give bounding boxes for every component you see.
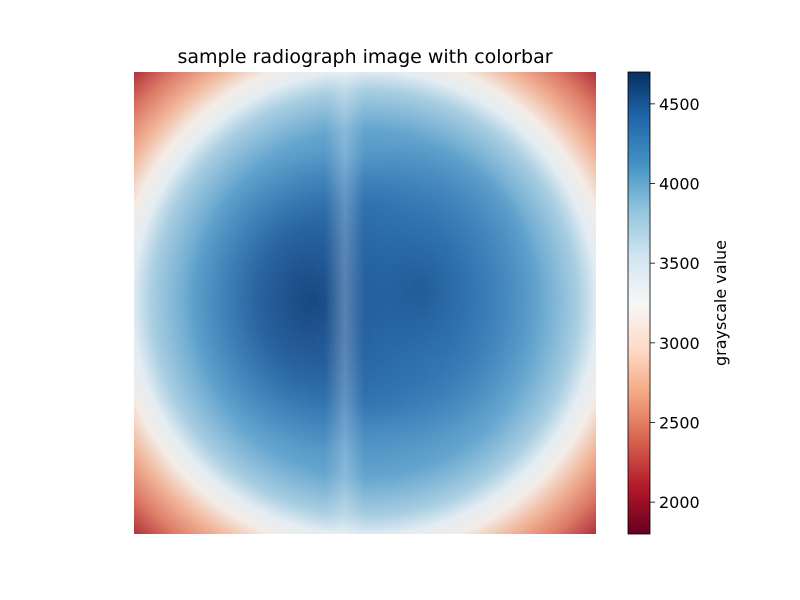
colorbar-tick-label: 3000 xyxy=(659,334,700,353)
colorbar-tick-label: 2500 xyxy=(659,413,700,432)
radiograph-image xyxy=(134,72,596,534)
colorbar-tick-label: 4500 xyxy=(659,95,700,114)
colorbar-ticks: 2000 2500 3000 3500 4000 4500 xyxy=(650,95,700,512)
colorbar-tick-label: 4000 xyxy=(659,175,700,194)
colorbar-tick-label: 3500 xyxy=(659,254,700,273)
colorbar-label: grayscale value xyxy=(711,240,730,366)
colorbar: 2000 2500 3000 3500 4000 4500 xyxy=(627,71,700,535)
colorbar-tick-label: 2000 xyxy=(659,493,700,512)
chart-title: sample radiograph image with colorbar xyxy=(177,46,552,68)
